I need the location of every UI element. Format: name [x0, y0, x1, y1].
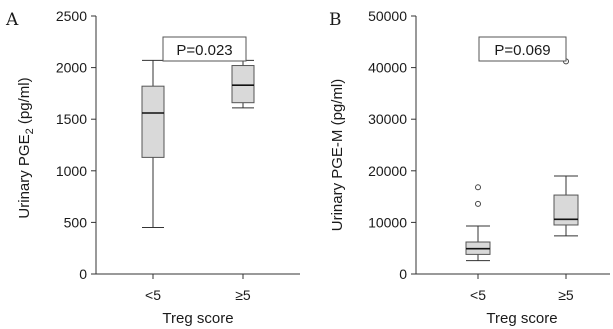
panel-a-p-value-box: [162, 36, 247, 62]
panel-a-p-value: P=0.023: [176, 42, 232, 59]
panel-a-y-axis-title-subscript: 2: [24, 128, 36, 134]
iqr-box: [553, 194, 579, 226]
panel-a-y-tick-label: 500: [64, 214, 88, 230]
panel-b-y-tick-label: 10000: [368, 214, 407, 230]
panel-a-x-tick-label: <5: [145, 287, 161, 303]
panel-a-x-tick-label: ≥5: [235, 287, 251, 303]
outlier-point: [475, 200, 481, 207]
panel-a-x-axis-title: Treg score: [162, 310, 233, 327]
panel-b-x-tick-label: ≥5: [558, 287, 574, 303]
panel-a-y-tick-label: 1000: [56, 163, 87, 179]
panel-b-y-tick-label: 20000: [368, 163, 407, 179]
panel-b-y-tick-label: 50000: [368, 8, 407, 24]
panel-a-plot: 0 500 1000 1500 2000 2500 <5 ≥5: [56, 8, 300, 303]
panel-a-y-tick-label: 2500: [56, 8, 87, 24]
panel-b-x-tick-label: <5: [470, 287, 486, 303]
panel-a-box-low: [141, 59, 165, 229]
panel-b-y-tick-label: 40000: [368, 60, 407, 76]
panel-b-p-value: P=0.069: [494, 42, 550, 59]
panel-b-y-tick-label: 0: [399, 266, 407, 282]
panel-b-box-low: [465, 184, 491, 262]
panel-b-p-value-box: [478, 36, 567, 62]
iqr-box: [141, 85, 165, 158]
panel-a-y-tick-label: 2000: [56, 60, 87, 76]
iqr-box: [231, 65, 255, 104]
panel-a: A 0 500 1000 1500 2000 2500 <5 ≥5 Urinary PGE2 …: [5, 8, 300, 327]
panel-a-y-axis-title: Urinary PGE2 (pg/ml): [16, 77, 36, 218]
panel-b-annotation: P=0.069: [478, 36, 567, 62]
panel-a-box-high: [231, 59, 255, 109]
panel-a-y-axis-title-main: Urinary PGE: [16, 134, 33, 218]
panel-b-label: B: [329, 10, 342, 30]
panel-b-y-axis-title: Urinary PGE-M (pg/ml): [329, 79, 346, 232]
panel-a-y-axis-title-unit: (pg/ml): [16, 77, 33, 128]
panel-a-label: A: [5, 10, 19, 30]
panel-b-x-axis-title: Treg score: [486, 310, 557, 327]
panel-a-y-tick-label: 0: [79, 266, 87, 282]
panel-b-y-tick-label: 30000: [368, 111, 407, 127]
panel-b: B 0 10000 20000 30000 40000 50000 <5 ≥5 Urinary…: [329, 8, 610, 327]
outlier-point: [475, 184, 481, 191]
panel-a-annotation: P=0.023: [162, 36, 247, 62]
panel-a-y-tick-label: 1500: [56, 111, 87, 127]
panel-b-plot: 0 10000 20000 30000 40000 50000 <5 ≥5: [368, 8, 610, 303]
panel-b-box-high: [553, 58, 579, 237]
